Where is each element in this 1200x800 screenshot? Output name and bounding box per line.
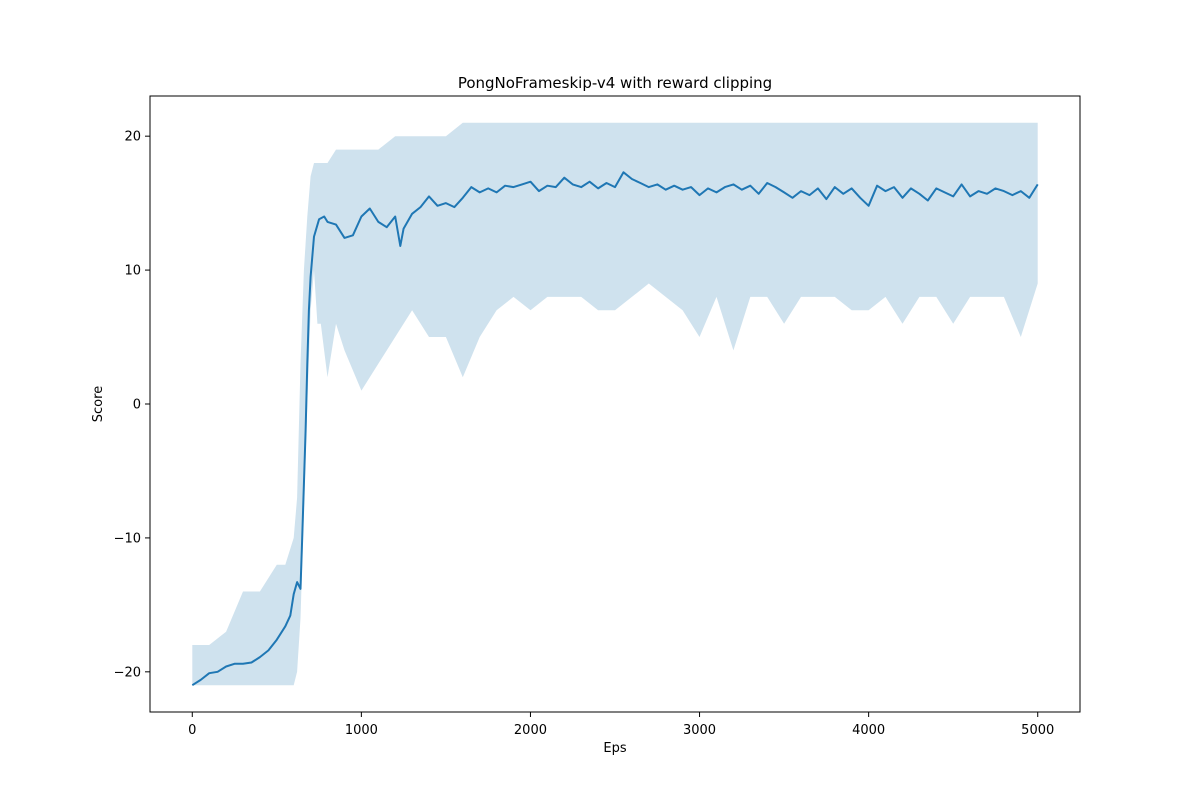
x-tick-label: 2000	[514, 723, 547, 738]
smoothed-score-line	[191, 171, 1039, 687]
x-tick-label: 5000	[1021, 723, 1054, 738]
plot-area	[191, 122, 1039, 687]
y-tick-label: −20	[114, 665, 141, 680]
y-axis: −20 −10 0 10 20	[114, 130, 150, 680]
y-tick-label: 0	[133, 398, 141, 413]
y-axis-label: Score	[91, 386, 106, 422]
x-tick-label: 3000	[683, 723, 716, 738]
chart-title: PongNoFrameskip-v4 with reward clipping	[458, 74, 772, 92]
y-tick-label: 10	[124, 264, 141, 279]
y-tick-label: −10	[114, 531, 141, 546]
raw-score-band	[192, 122, 1038, 686]
x-axis: 0 1000 2000 3000 4000 5000	[188, 712, 1054, 738]
x-tick-label: 1000	[345, 723, 378, 738]
x-axis-label: Eps	[603, 741, 626, 756]
x-tick-label: 4000	[852, 723, 885, 738]
x-tick-label: 0	[188, 723, 196, 738]
y-tick-label: 20	[124, 130, 141, 145]
